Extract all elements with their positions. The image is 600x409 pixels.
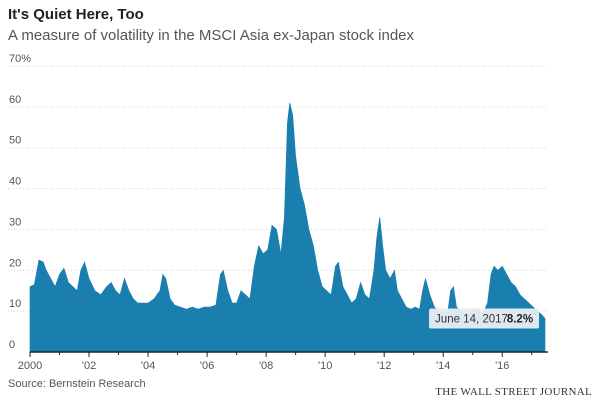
annotation-date: June 14, 2017: [435, 313, 508, 325]
x-tick-label: '16: [495, 360, 509, 372]
y-tick-label: 10: [9, 298, 21, 310]
x-tick-label: '04: [141, 360, 155, 372]
y-tick-label: 50: [9, 135, 21, 147]
y-tick-label: 60: [9, 94, 21, 106]
x-tick-label: '10: [318, 360, 332, 372]
x-tick-label: '02: [82, 360, 96, 372]
x-tick-label: '14: [436, 360, 450, 372]
x-tick-label: '06: [200, 360, 214, 372]
chart-title: It's Quiet Here, Too: [8, 6, 144, 23]
x-tick-label: '08: [259, 360, 273, 372]
x-tick-label: 2000: [18, 360, 42, 372]
axis-layer: 0 10 20 30 40 50 60 70% 2000 '02 '04 '06 '08 '10 '12 '1…: [9, 53, 548, 372]
y-tick-label: 70%: [9, 53, 31, 65]
y-tick-label: 20: [9, 257, 21, 269]
y-tick-label: 40: [9, 176, 21, 188]
annotation-value: 8.2%: [507, 313, 533, 325]
annotation-box: [429, 308, 540, 329]
y-tick-label: 30: [9, 216, 21, 228]
source-note: Source: Bernstein Research: [8, 378, 146, 390]
publisher-logo: THE WALL STREET JOURNAL: [435, 386, 592, 398]
y-tick-label: 0: [9, 339, 15, 351]
chart-subtitle: A measure of volatility in the MSCI Asia…: [8, 27, 415, 44]
x-tick-label: '12: [377, 360, 391, 372]
